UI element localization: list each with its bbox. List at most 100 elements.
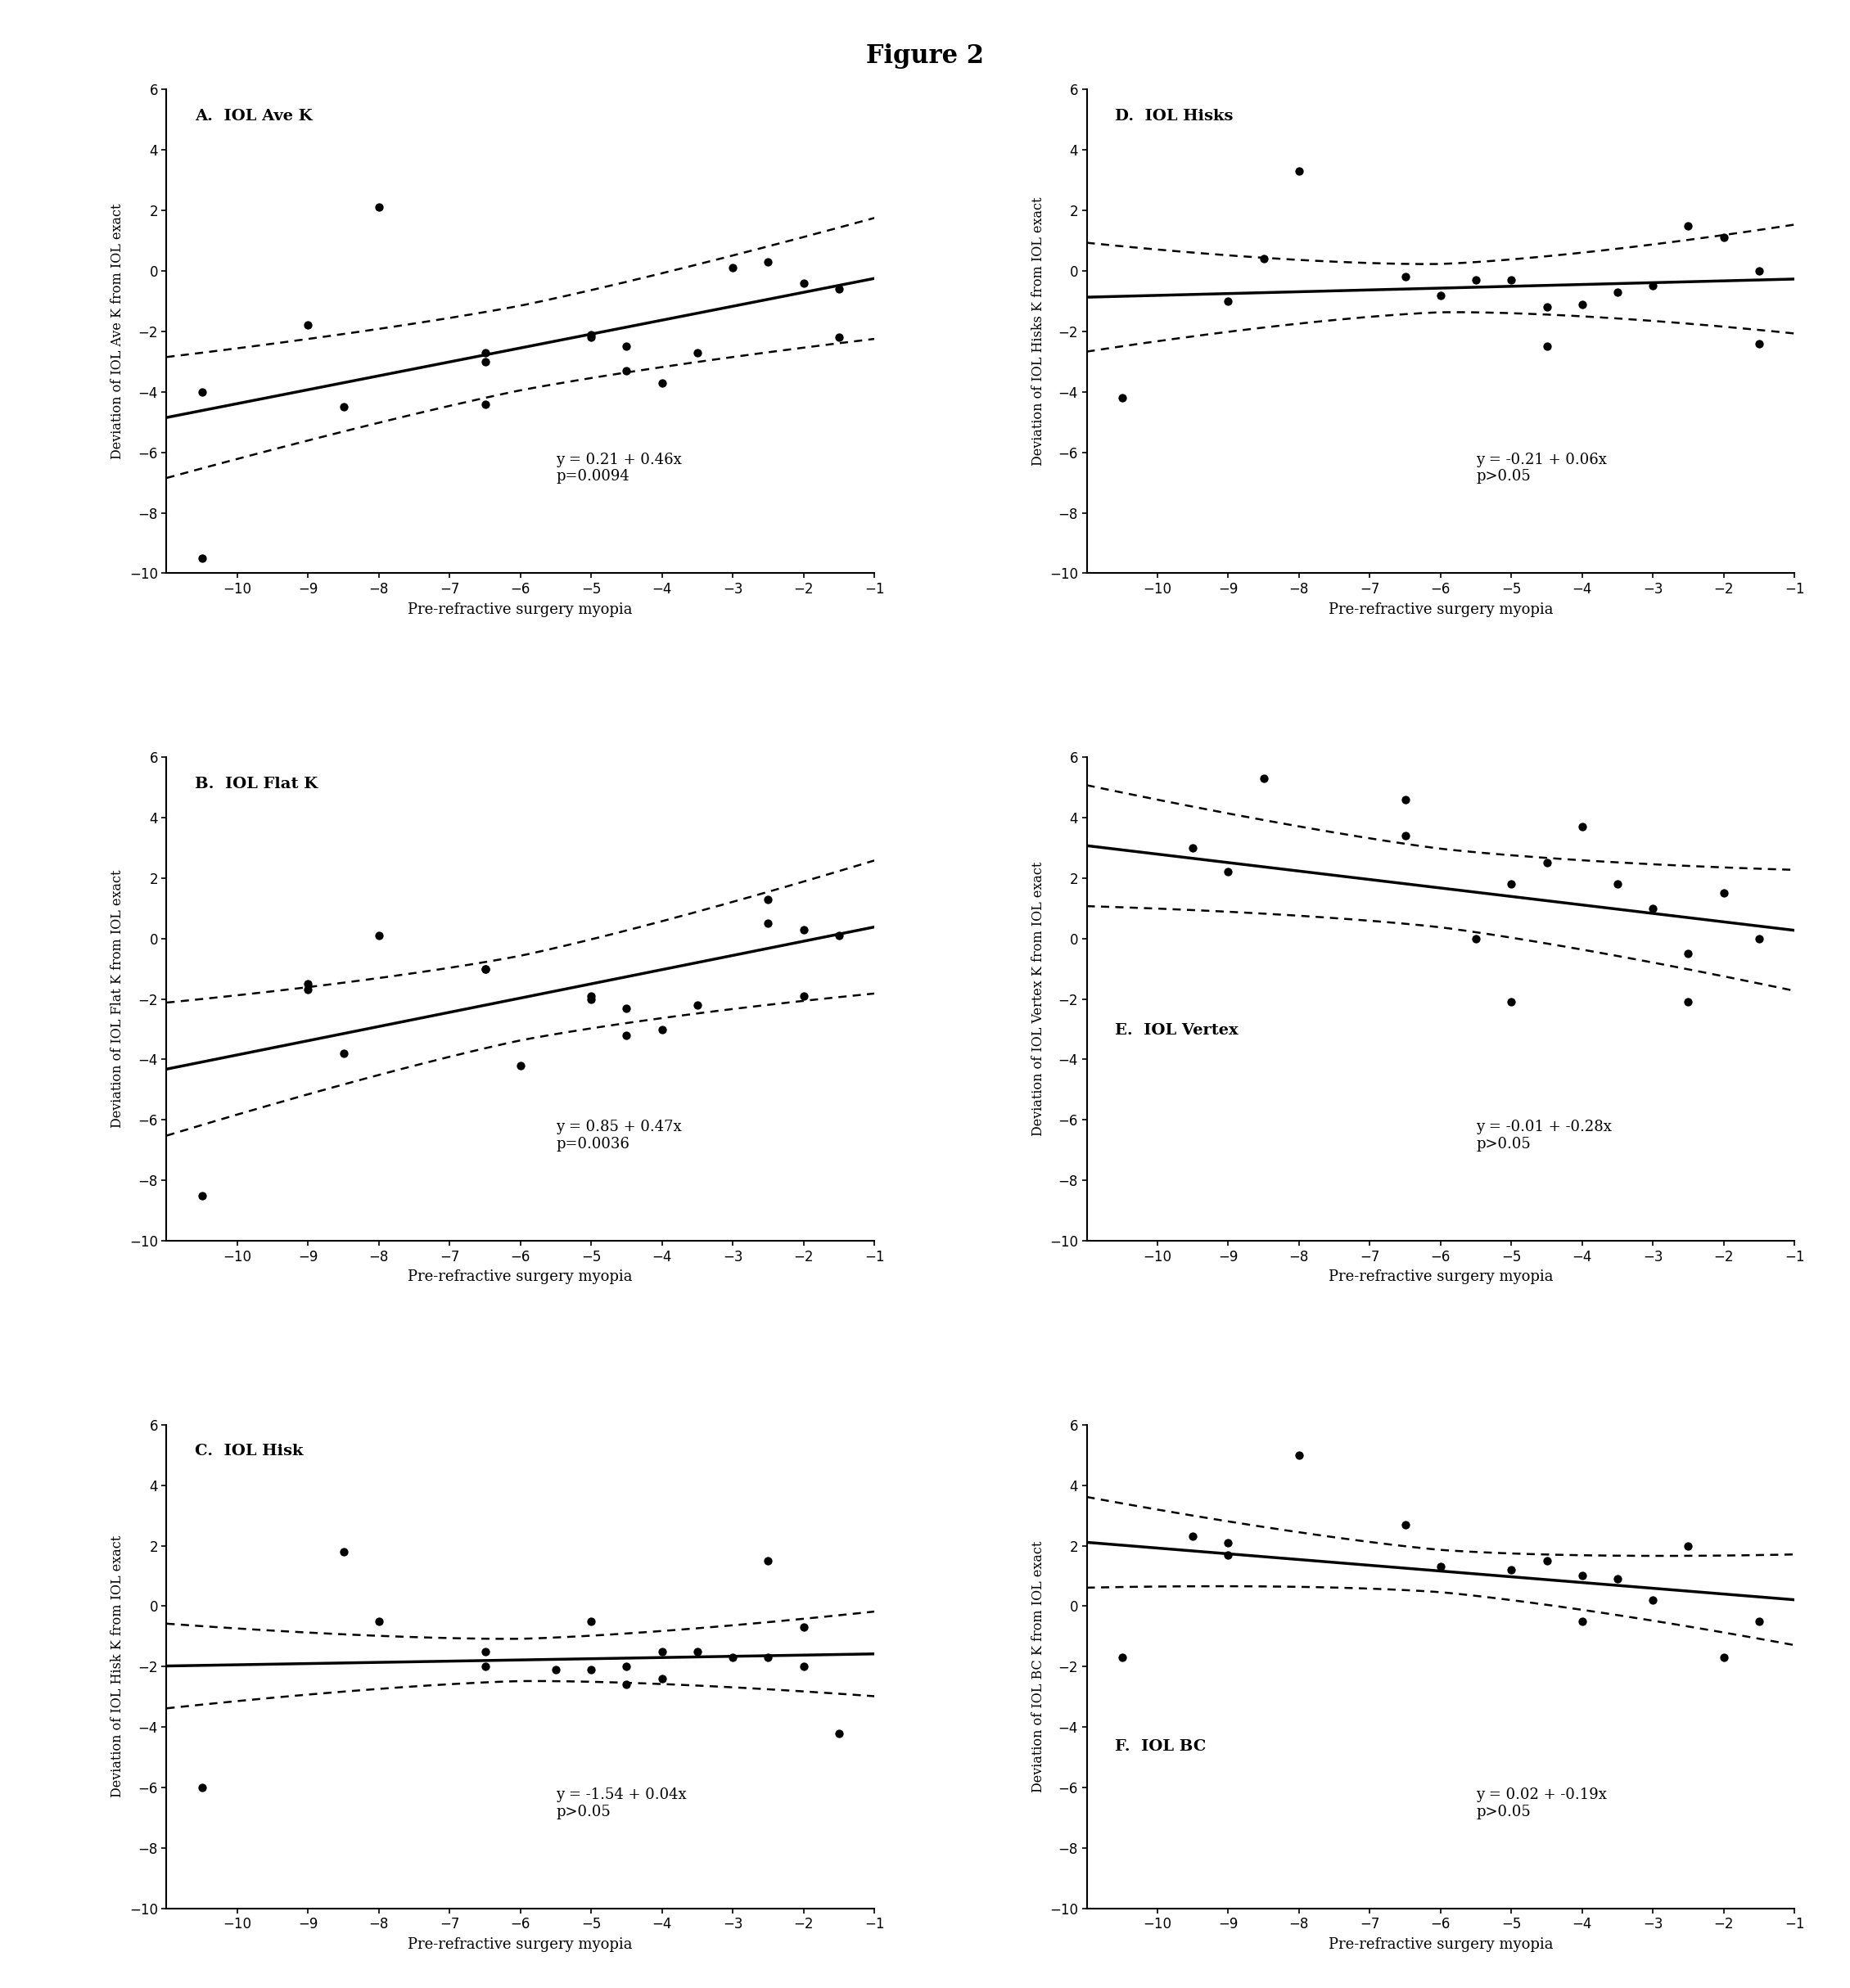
- Point: [612, 1020, 642, 1052]
- Text: D.  IOL Hisks: D. IOL Hisks: [1116, 109, 1234, 123]
- Point: [294, 968, 324, 1000]
- Point: [683, 1636, 712, 1668]
- Point: [612, 1668, 642, 1700]
- Point: [187, 1771, 216, 1803]
- Point: [788, 1650, 818, 1682]
- X-axis label: Pre-refractive surgery myopia: Pre-refractive surgery myopia: [409, 1270, 633, 1284]
- Y-axis label: Deviation of IOL Hisks K from IOL exact: Deviation of IOL Hisks K from IOL exact: [1030, 197, 1045, 465]
- Text: y = 0.85 + 0.47x
p=0.0036: y = 0.85 + 0.47x p=0.0036: [555, 1119, 681, 1151]
- Point: [540, 1654, 570, 1686]
- Text: C.  IOL Hisk: C. IOL Hisk: [194, 1443, 303, 1459]
- Point: [718, 252, 747, 284]
- Text: A.  IOL Ave K: A. IOL Ave K: [194, 109, 313, 123]
- Point: [1567, 1606, 1597, 1638]
- Point: [1497, 264, 1526, 296]
- Point: [753, 883, 783, 914]
- Point: [577, 322, 607, 354]
- Point: [1497, 986, 1526, 1018]
- Point: [1391, 1509, 1421, 1541]
- Point: [1214, 284, 1243, 316]
- Point: [753, 907, 783, 938]
- Point: [612, 992, 642, 1024]
- Point: [1178, 1521, 1208, 1553]
- Point: [187, 1179, 216, 1211]
- Y-axis label: Deviation of IOL Ave K from IOL exact: Deviation of IOL Ave K from IOL exact: [111, 203, 124, 459]
- Point: [470, 952, 500, 984]
- Point: [1391, 783, 1421, 815]
- Point: [1674, 938, 1704, 970]
- Point: [1709, 223, 1739, 254]
- Point: [577, 1606, 607, 1638]
- Point: [648, 368, 677, 400]
- Point: [1674, 209, 1704, 241]
- Point: [364, 1606, 394, 1638]
- Text: y = -0.21 + 0.06x
p>0.05: y = -0.21 + 0.06x p>0.05: [1476, 453, 1608, 483]
- Point: [1745, 922, 1774, 954]
- Point: [1745, 1606, 1774, 1638]
- Point: [1532, 330, 1561, 362]
- Point: [1709, 1642, 1739, 1674]
- X-axis label: Pre-refractive surgery myopia: Pre-refractive surgery myopia: [1328, 1270, 1552, 1284]
- Point: [753, 1545, 783, 1576]
- Point: [470, 336, 500, 368]
- Point: [294, 310, 324, 342]
- Point: [364, 920, 394, 952]
- Text: F.  IOL BC: F. IOL BC: [1116, 1740, 1206, 1753]
- Point: [1426, 278, 1456, 310]
- Point: [612, 1650, 642, 1682]
- Point: [1108, 1642, 1138, 1674]
- Point: [470, 346, 500, 378]
- Point: [577, 982, 607, 1014]
- Point: [1602, 1563, 1632, 1594]
- Point: [1249, 243, 1278, 274]
- Y-axis label: Deviation of IOL Hisk K from IOL exact: Deviation of IOL Hisk K from IOL exact: [111, 1535, 124, 1797]
- Point: [1391, 819, 1421, 851]
- Point: [1214, 857, 1243, 889]
- Point: [329, 1537, 359, 1569]
- X-axis label: Pre-refractive surgery myopia: Pre-refractive surgery myopia: [409, 1938, 633, 1952]
- Point: [1637, 1584, 1667, 1616]
- Point: [788, 914, 818, 946]
- Point: [1497, 1555, 1526, 1586]
- Point: [1249, 761, 1278, 793]
- Point: [577, 318, 607, 350]
- Text: y = 0.21 + 0.46x
p=0.0094: y = 0.21 + 0.46x p=0.0094: [555, 453, 681, 483]
- Point: [1426, 1551, 1456, 1582]
- Point: [1214, 1527, 1243, 1559]
- Point: [1532, 292, 1561, 324]
- Point: [1462, 264, 1491, 296]
- Point: [1567, 811, 1597, 843]
- Point: [648, 1636, 677, 1668]
- Point: [683, 990, 712, 1022]
- Point: [823, 1718, 853, 1749]
- Point: [788, 266, 818, 298]
- Point: [1602, 276, 1632, 308]
- Point: [612, 330, 642, 362]
- Point: [329, 392, 359, 423]
- Point: [1602, 869, 1632, 901]
- Point: [470, 1650, 500, 1682]
- Point: [1178, 831, 1208, 863]
- Point: [1108, 382, 1138, 414]
- Point: [1391, 260, 1421, 292]
- Point: [1745, 328, 1774, 360]
- Point: [329, 1038, 359, 1070]
- Point: [823, 920, 853, 952]
- Point: [823, 322, 853, 354]
- Point: [1567, 1561, 1597, 1592]
- Point: [364, 191, 394, 223]
- Text: y = 0.02 + -0.19x
p>0.05: y = 0.02 + -0.19x p>0.05: [1476, 1787, 1608, 1819]
- Text: y = -1.54 + 0.04x
p>0.05: y = -1.54 + 0.04x p>0.05: [555, 1787, 686, 1819]
- Point: [1637, 270, 1667, 302]
- Point: [470, 952, 500, 984]
- Y-axis label: Deviation of IOL Vertex K from IOL exact: Deviation of IOL Vertex K from IOL exact: [1030, 861, 1045, 1137]
- Point: [1709, 877, 1739, 909]
- Point: [470, 388, 500, 419]
- Text: y = -0.01 + -0.28x
p>0.05: y = -0.01 + -0.28x p>0.05: [1476, 1119, 1611, 1151]
- Point: [187, 376, 216, 408]
- Point: [683, 336, 712, 368]
- Point: [294, 974, 324, 1006]
- Point: [505, 1050, 535, 1081]
- Point: [1284, 155, 1314, 187]
- Point: [1532, 1545, 1561, 1576]
